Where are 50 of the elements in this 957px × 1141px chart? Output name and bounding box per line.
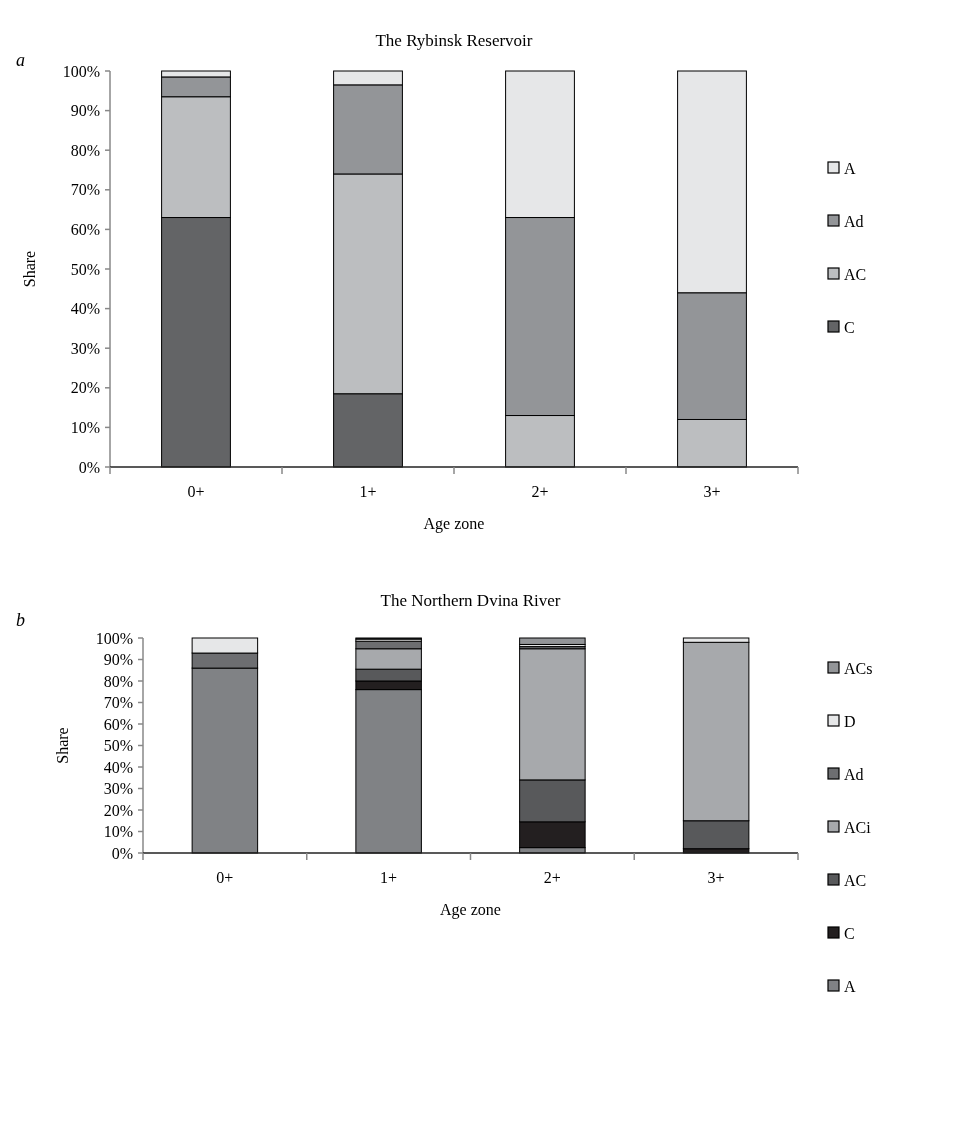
legend-label: A	[844, 977, 856, 995]
legend-label: Ad	[844, 765, 864, 783]
y-tick-label: 90%	[70, 102, 100, 120]
y-tick-label: 70%	[103, 694, 133, 712]
x-tick-label: 1+	[380, 869, 398, 886]
y-tick-label: 80%	[103, 672, 133, 690]
x-axis-title: Age zone	[423, 515, 485, 533]
legend-label: ACs	[844, 659, 873, 677]
legend-label: C	[844, 318, 855, 336]
y-tick-label: 20%	[70, 379, 100, 397]
x-tick-label: 3+	[707, 869, 725, 886]
legend-label: Ad	[844, 212, 864, 230]
bar	[519, 637, 586, 645]
y-tick-label: 90%	[103, 651, 133, 669]
legend-label: ACi	[844, 818, 872, 836]
x-tick-label: 2+	[531, 483, 549, 500]
x-tick-label: 0+	[216, 869, 234, 886]
y-tick-label: 0%	[111, 844, 133, 862]
x-tick-label: 2+	[543, 869, 561, 886]
x-tick-label: 3+	[703, 483, 721, 500]
y-tick-label: 40%	[103, 758, 133, 776]
y-tick-label: 10%	[70, 419, 100, 436]
y-tick-label: 10%	[103, 823, 133, 841]
x-tick-label: 0+	[187, 483, 205, 500]
legend-label: C	[844, 924, 855, 942]
text: a	[16, 50, 25, 70]
y-tick-label: 80%	[70, 141, 100, 159]
y-tick-label: 60%	[103, 715, 133, 733]
y-axis-title: Share	[54, 727, 71, 764]
y-tick-label: 50%	[70, 260, 100, 278]
y-tick-label: 20%	[103, 801, 133, 819]
y-tick-label: 40%	[70, 300, 100, 318]
legend-label: A	[844, 159, 856, 177]
y-tick-label: 0%	[78, 458, 100, 476]
legend-label: D	[844, 712, 856, 730]
y-tick-label: 30%	[70, 339, 100, 357]
legend-label: AC	[844, 265, 867, 283]
x-axis-title: Age zone	[440, 901, 501, 919]
text: b	[16, 610, 25, 630]
x-tick-label: 1+	[359, 483, 377, 500]
y-tick-label: 60%	[70, 221, 100, 238]
y-tick-label: 100%	[95, 629, 133, 647]
y-tick-label: 70%	[70, 181, 100, 199]
y-tick-label: 50%	[103, 737, 133, 755]
chart-title: The Northern Dvina River	[380, 591, 561, 610]
y-tick-label: 100%	[62, 62, 100, 80]
chart-title: The Rybinsk Reservoir	[375, 31, 533, 50]
y-axis-title: Share	[21, 250, 38, 288]
y-tick-label: 30%	[103, 780, 133, 798]
legend-label: AC	[844, 871, 867, 889]
